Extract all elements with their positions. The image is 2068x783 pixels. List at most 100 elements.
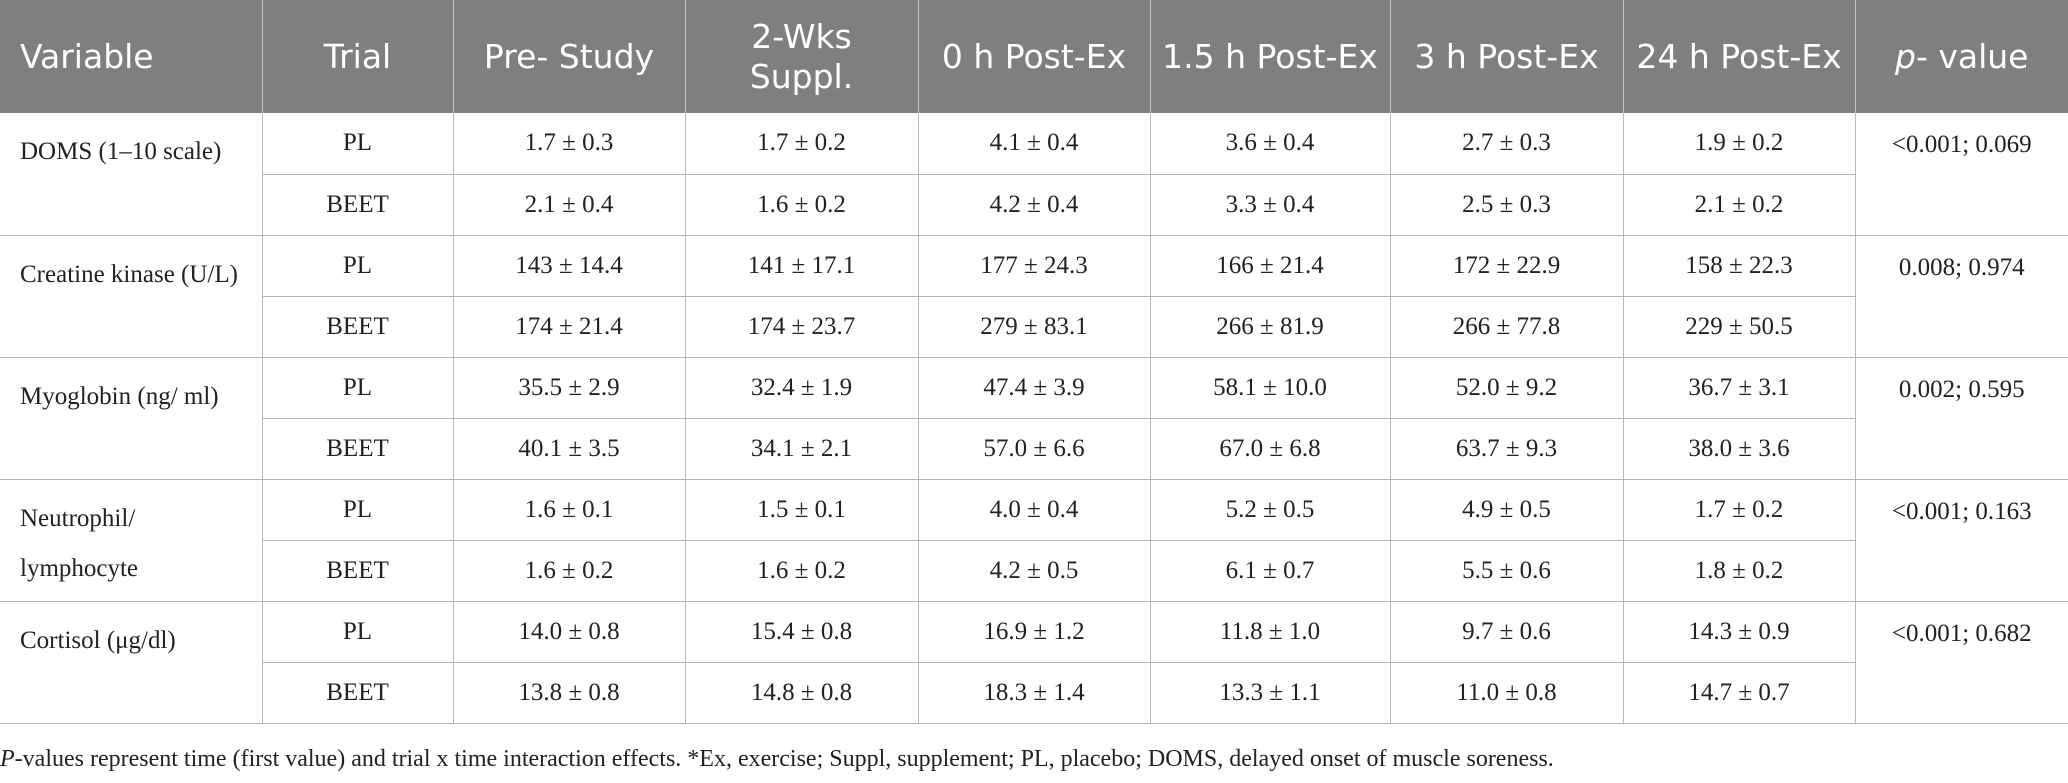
footnote-italic-p: P: [0, 746, 15, 772]
value-cell: 266 ± 81.9: [1149, 296, 1390, 358]
header-24h-post-ex-label: 24 h Post-Ex: [1636, 36, 1842, 76]
header-2wks-suppl-label: 2-Wks Suppl.: [749, 16, 854, 96]
value-cell: 67.0 ± 6.8: [1149, 418, 1390, 480]
value-cell: 141 ± 17.1: [684, 235, 918, 297]
value-cell: 1.6 ± 0.2: [452, 540, 685, 602]
value-cell: 18.3 ± 1.4: [917, 662, 1150, 724]
header-p-value: p- value: [1854, 0, 2068, 113]
value-cell: 13.8 ± 0.8: [452, 662, 685, 724]
trial-cell: PL: [261, 357, 453, 419]
value-cell: 57.0 ± 6.6: [917, 418, 1150, 480]
value-cell: 1.7 ± 0.2: [684, 113, 918, 175]
value-cell: 14.3 ± 0.9: [1622, 601, 1855, 663]
value-cell: 9.7 ± 0.6: [1389, 601, 1623, 663]
value-cell: 2.1 ± 0.2: [1622, 174, 1855, 236]
header-1-5h-post-ex: 1.5 h Post-Ex: [1149, 0, 1390, 113]
value-cell: 229 ± 50.5: [1622, 296, 1855, 358]
value-cell: 2.1 ± 0.4: [452, 174, 685, 236]
header-0h-post-ex: 0 h Post-Ex: [917, 0, 1150, 113]
value-cell: 172 ± 22.9: [1389, 235, 1623, 297]
value-cell: 4.9 ± 0.5: [1389, 479, 1623, 541]
value-cell: 4.2 ± 0.4: [917, 174, 1150, 236]
value-cell: 174 ± 21.4: [452, 296, 685, 358]
p-value-cell: <0.001; 0.163: [1854, 479, 2068, 602]
table-row: Neutrophil/ lymphocyte PL 1.6 ± 0.1 1.5 ± 0…: [0, 479, 2068, 602]
trial-cell: BEET: [261, 296, 453, 358]
header-pre-study: Pre- Study: [452, 0, 685, 113]
header-trial-label: Trial: [323, 36, 392, 76]
table-row: BEET 13.8 ± 0.8 14.8 ± 0.8 18.3 ± 1.4 13.3 ±…: [0, 662, 2068, 724]
value-cell: 14.0 ± 0.8: [452, 601, 685, 663]
value-cell: 3.3 ± 0.4: [1149, 174, 1390, 236]
value-cell: 158 ± 22.3: [1622, 235, 1855, 297]
value-cell: 16.9 ± 1.2: [917, 601, 1150, 663]
p-value-cell: <0.001; 0.069: [1854, 113, 2068, 236]
header-pre-study-label: Pre- Study: [483, 36, 655, 76]
value-cell: 1.6 ± 0.2: [684, 540, 918, 602]
table-row: BEET 1.6 ± 0.2 1.6 ± 0.2 4.2 ± 0.5 6.1 ± 0.7…: [0, 540, 2068, 602]
table-row: Cortisol (μg/dl) PL 14.0 ± 0.8 15.4 ± 0.8 16…: [0, 601, 2068, 724]
trial-cell: BEET: [261, 662, 453, 724]
value-cell: 1.9 ± 0.2: [1622, 113, 1855, 175]
header-variable: Variable: [0, 0, 262, 113]
value-cell: 6.1 ± 0.7: [1149, 540, 1390, 602]
header-trial: Trial: [261, 0, 453, 113]
header-variable-label: Variable: [20, 36, 154, 76]
value-cell: 1.7 ± 0.2: [1622, 479, 1855, 541]
table-row: Myoglobin (ng/ ml) PL 35.5 ± 2.9 32.4 ± 1.9…: [0, 357, 2068, 480]
value-cell: 14.8 ± 0.8: [684, 662, 918, 724]
trial-cell: PL: [261, 235, 453, 297]
header-p-italic: p: [1895, 36, 1916, 76]
value-cell: 5.5 ± 0.6: [1389, 540, 1623, 602]
value-cell: 5.2 ± 0.5: [1149, 479, 1390, 541]
value-cell: 58.1 ± 10.0: [1149, 357, 1390, 419]
p-value-cell: 0.002; 0.595: [1854, 357, 2068, 480]
value-cell: 40.1 ± 3.5: [452, 418, 685, 480]
value-cell: 1.6 ± 0.2: [684, 174, 918, 236]
value-cell: 36.7 ± 3.1: [1622, 357, 1855, 419]
trial-cell: BEET: [261, 540, 453, 602]
value-cell: 4.1 ± 0.4: [917, 113, 1150, 175]
header-24h-post-ex: 24 h Post-Ex: [1622, 0, 1855, 113]
variable-cell: Creatine kinase (U/L): [0, 235, 262, 358]
variable-cell: Neutrophil/ lymphocyte: [0, 479, 262, 602]
variable-cell: DOMS (1–10 scale): [0, 113, 262, 236]
value-cell: 47.4 ± 3.9: [917, 357, 1150, 419]
value-cell: 38.0 ± 3.6: [1622, 418, 1855, 480]
results-table: Variable Trial Pre- Study 2-Wks Suppl. 0…: [0, 0, 2068, 724]
value-cell: 14.7 ± 0.7: [1622, 662, 1855, 724]
value-cell: 1.5 ± 0.1: [684, 479, 918, 541]
header-3h-post-ex-label: 3 h Post-Ex: [1414, 36, 1599, 76]
trial-cell: PL: [261, 479, 453, 541]
header-row: Variable Trial Pre- Study 2-Wks Suppl. 0…: [0, 0, 2068, 113]
table-body: DOMS (1–10 scale) PL 1.7 ± 0.3 1.7 ± 0.2 4.1…: [0, 113, 2068, 724]
table-container: Variable Trial Pre- Study 2-Wks Suppl. 0…: [0, 0, 2068, 724]
value-cell: 1.6 ± 0.1: [452, 479, 685, 541]
value-cell: 35.5 ± 2.9: [452, 357, 685, 419]
table-row: BEET 40.1 ± 3.5 34.1 ± 2.1 57.0 ± 6.6 67.0 ±…: [0, 418, 2068, 480]
value-cell: 32.4 ± 1.9: [684, 357, 918, 419]
value-cell: 11.0 ± 0.8: [1389, 662, 1623, 724]
header-1-5h-post-ex-label: 1.5 h Post-Ex: [1162, 36, 1378, 76]
trial-cell: BEET: [261, 418, 453, 480]
value-cell: 279 ± 83.1: [917, 296, 1150, 358]
variable-cell: Myoglobin (ng/ ml): [0, 357, 262, 480]
value-cell: 13.3 ± 1.1: [1149, 662, 1390, 724]
header-p-value-label: - value: [1915, 36, 2029, 76]
p-value-cell: <0.001; 0.682: [1854, 601, 2068, 724]
table-row: DOMS (1–10 scale) PL 1.7 ± 0.3 1.7 ± 0.2 4.1…: [0, 113, 2068, 236]
value-cell: 4.0 ± 0.4: [917, 479, 1150, 541]
table-footnote: P-values represent time (first value) an…: [0, 746, 1554, 773]
value-cell: 2.7 ± 0.3: [1389, 113, 1623, 175]
table-row: BEET 2.1 ± 0.4 1.6 ± 0.2 4.2 ± 0.4 3.3 ± 0.4…: [0, 174, 2068, 236]
value-cell: 63.7 ± 9.3: [1389, 418, 1623, 480]
table-row: BEET 174 ± 21.4 174 ± 23.7 279 ± 83.1 266 ± …: [0, 296, 2068, 358]
footnote-text: -values represent time (first value) and…: [14, 746, 1554, 772]
p-value-cell: 0.008; 0.974: [1854, 235, 2068, 358]
value-cell: 1.7 ± 0.3: [452, 113, 685, 175]
value-cell: 1.8 ± 0.2: [1622, 540, 1855, 602]
value-cell: 166 ± 21.4: [1149, 235, 1390, 297]
value-cell: 34.1 ± 2.1: [684, 418, 918, 480]
header-3h-post-ex: 3 h Post-Ex: [1389, 0, 1623, 113]
trial-cell: BEET: [261, 174, 453, 236]
